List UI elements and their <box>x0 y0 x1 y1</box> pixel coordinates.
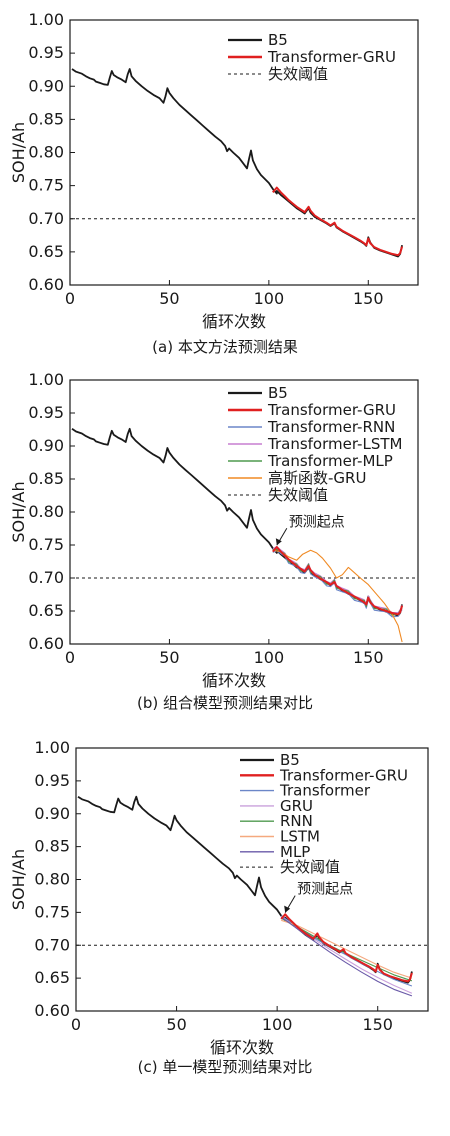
legend-label-ggru: 高斯函数-GRU <box>268 469 366 487</box>
series-line-tgru <box>280 913 413 983</box>
y-tick-label: 0.75 <box>28 176 64 195</box>
legend-label-lstm: LSTM <box>280 828 320 846</box>
y-tick-label: 0.80 <box>28 502 64 521</box>
series-line-tgru <box>272 186 404 257</box>
series-line-lstm <box>281 919 413 979</box>
y-tick-label: 1.00 <box>34 738 70 757</box>
x-axis-label: 循环次数 <box>202 312 266 331</box>
y-axis-label: SOH/Ah <box>9 849 28 910</box>
y-tick-label: 0.60 <box>34 1001 70 1020</box>
prediction-start-annotation: 预测起点 <box>297 882 353 898</box>
legend-label-threshold: 失效阈值 <box>268 486 328 504</box>
y-tick-label: 0.95 <box>28 403 64 422</box>
series-line-tgru <box>272 546 404 616</box>
series-line-tmlp <box>272 548 403 616</box>
legend-label-trans: Transformer <box>279 782 371 800</box>
figure-caption: (a) 本文方法预测结果 <box>152 338 298 356</box>
x-tick-label: 150 <box>353 648 384 667</box>
legend-label-tgru: Transformer-GRU <box>279 766 408 784</box>
legend-label-tlstm: Transformer-LSTM <box>267 435 402 453</box>
x-tick-label: 50 <box>159 289 179 308</box>
x-tick-label: 100 <box>254 289 285 308</box>
legend-label-b5: B5 <box>280 751 300 769</box>
legend-label-threshold: 失效阈值 <box>280 858 340 876</box>
y-tick-label: 0.95 <box>34 771 70 790</box>
y-axis-label: SOH/Ah <box>9 481 28 542</box>
chart-panel-2: 0.60 0.65 0.70 0.75 0.80 0.85 0.90 0.95 1.00 0 50 1… <box>9 370 419 712</box>
chart-panel-1: 0.60 0.65 0.70 0.75 0.80 0.85 0.90 0.95 1.00 0 50 1… <box>9 10 419 356</box>
legend-label-tmlp: Transformer-MLP <box>267 452 393 470</box>
x-tick-label: 100 <box>262 1015 293 1034</box>
y-tick-label: 0.75 <box>28 535 64 554</box>
legend-label-mlp: MLP <box>280 843 310 861</box>
figure-caption: (b) 组合模型预测结果对比 <box>137 694 313 712</box>
annotation-arrowhead <box>275 538 282 546</box>
y-axis-label: SOH/Ah <box>9 122 28 183</box>
y-tick-label: 0.90 <box>34 804 70 823</box>
y-tick-label: 0.60 <box>28 634 64 653</box>
series-line-b5 <box>77 795 413 984</box>
legend-label-tgru: Transformer-GRU <box>267 401 396 419</box>
legend-label-threshold: 失效阈值 <box>268 65 328 83</box>
y-tick-label: 0.65 <box>28 242 64 261</box>
x-tick-label: 0 <box>65 648 75 667</box>
y-tick-label: 0.70 <box>28 568 64 587</box>
legend-label-tgru: Transformer-GRU <box>267 48 396 66</box>
annotation-arrowhead <box>284 905 291 913</box>
series-line-b5 <box>71 68 403 258</box>
x-tick-label: 150 <box>353 289 384 308</box>
legend-label-b5: B5 <box>268 31 288 49</box>
y-tick-label: 1.00 <box>28 10 64 29</box>
figure-caption: (c) 单一模型预测结果对比 <box>138 1058 313 1076</box>
y-tick-label: 0.60 <box>28 275 64 294</box>
x-axis-label: 循环次数 <box>210 1038 274 1057</box>
x-tick-label: 150 <box>362 1015 393 1034</box>
y-tick-label: 0.80 <box>34 870 70 889</box>
y-tick-label: 1.00 <box>28 370 64 389</box>
y-tick-label: 0.70 <box>28 209 64 228</box>
y-tick-label: 0.70 <box>34 935 70 954</box>
y-tick-label: 0.90 <box>28 76 64 95</box>
legend-label-rnn: RNN <box>280 812 313 830</box>
x-tick-label: 100 <box>254 648 285 667</box>
legend-label-b5: B5 <box>268 384 288 402</box>
x-tick-label: 50 <box>159 648 179 667</box>
chart-panel-3: 0.60 0.65 0.70 0.75 0.80 0.85 0.90 0.95 1.00 0 50 1… <box>9 738 429 1076</box>
series-line-tlstm <box>272 545 403 614</box>
y-tick-label: 0.65 <box>34 968 70 987</box>
x-tick-label: 0 <box>71 1015 81 1034</box>
y-tick-label: 0.90 <box>28 436 64 455</box>
y-tick-label: 0.65 <box>28 601 64 620</box>
series-line-ggru <box>272 549 403 643</box>
y-tick-label: 0.85 <box>34 837 70 856</box>
prediction-start-annotation: 预测起点 <box>289 514 345 530</box>
series-line-trans <box>280 915 413 987</box>
y-tick-label: 0.85 <box>28 469 64 488</box>
legend-label-gru: GRU <box>280 797 313 815</box>
x-tick-label: 0 <box>65 289 75 308</box>
x-tick-label: 50 <box>166 1015 186 1034</box>
y-tick-label: 0.85 <box>28 109 64 128</box>
y-tick-label: 0.95 <box>28 43 64 62</box>
legend-label-trnn: Transformer-RNN <box>267 418 395 436</box>
y-tick-label: 0.75 <box>34 902 70 921</box>
y-tick-label: 0.80 <box>28 143 64 162</box>
x-axis-label: 循环次数 <box>202 671 266 690</box>
series-line-mlp <box>280 916 413 997</box>
